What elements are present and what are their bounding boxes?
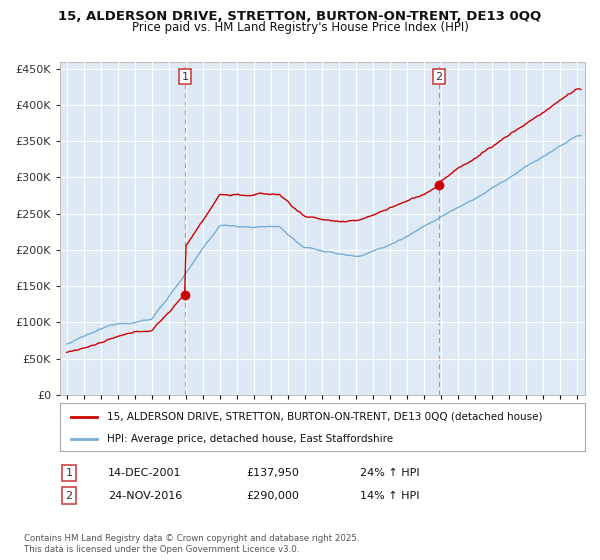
Text: 2: 2	[436, 72, 442, 82]
Text: £137,950: £137,950	[246, 468, 299, 478]
Text: Contains HM Land Registry data © Crown copyright and database right 2025.
This d: Contains HM Land Registry data © Crown c…	[24, 534, 359, 554]
Text: 15, ALDERSON DRIVE, STRETTON, BURTON-ON-TRENT, DE13 0QQ: 15, ALDERSON DRIVE, STRETTON, BURTON-ON-…	[58, 10, 542, 23]
Text: 2: 2	[65, 491, 73, 501]
Text: 1: 1	[65, 468, 73, 478]
Text: 15, ALDERSON DRIVE, STRETTON, BURTON-ON-TRENT, DE13 0QQ (detached house): 15, ALDERSON DRIVE, STRETTON, BURTON-ON-…	[107, 412, 543, 422]
Text: 24-NOV-2016: 24-NOV-2016	[108, 491, 182, 501]
Text: HPI: Average price, detached house, East Staffordshire: HPI: Average price, detached house, East…	[107, 434, 394, 444]
Text: 24% ↑ HPI: 24% ↑ HPI	[360, 468, 419, 478]
Text: Price paid vs. HM Land Registry's House Price Index (HPI): Price paid vs. HM Land Registry's House …	[131, 21, 469, 34]
Text: 1: 1	[182, 72, 188, 82]
Text: 14-DEC-2001: 14-DEC-2001	[108, 468, 182, 478]
Text: £290,000: £290,000	[246, 491, 299, 501]
Text: 14% ↑ HPI: 14% ↑ HPI	[360, 491, 419, 501]
